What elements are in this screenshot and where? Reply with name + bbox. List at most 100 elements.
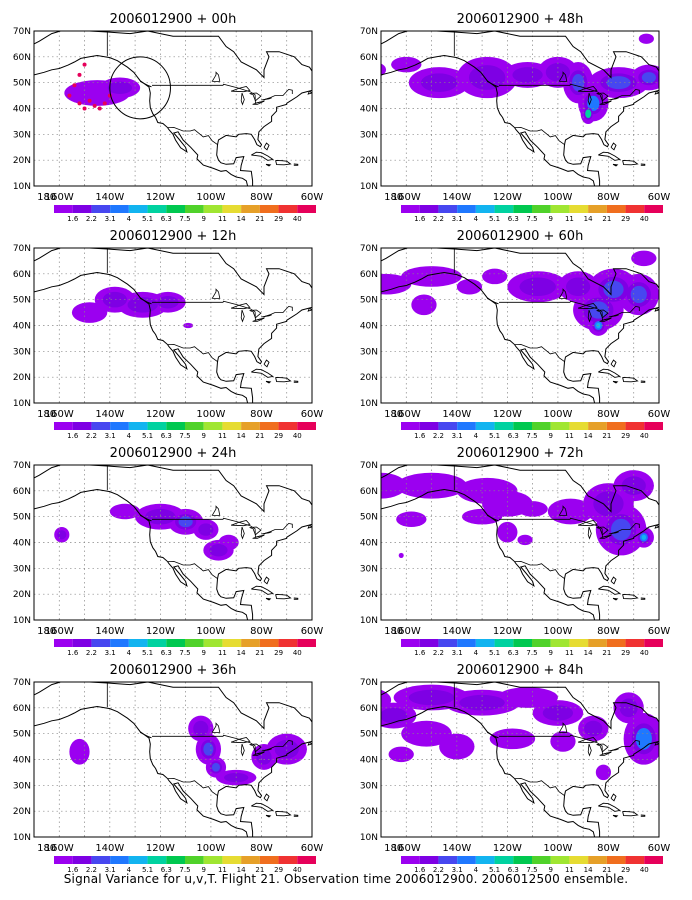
island-outline	[263, 142, 270, 151]
lon-tick-label: 100W	[196, 409, 225, 420]
colorbar-swatch	[110, 205, 129, 213]
colorbar-label: 4	[474, 649, 479, 657]
island-outline	[139, 297, 152, 305]
colorbar-label: 11	[218, 215, 227, 223]
variance-contour	[519, 277, 556, 297]
colorbar-swatch	[166, 639, 185, 647]
colorbar-label: 9	[548, 649, 552, 657]
colorbar-label: 9	[548, 215, 552, 223]
lat-tick-label: 70N	[13, 678, 31, 688]
colorbar-swatch	[625, 422, 645, 430]
colorbar-label: 29	[274, 432, 283, 440]
lon-tick-label: 140W	[95, 843, 124, 854]
lat-tick-label: 60N	[13, 487, 31, 497]
colorbar-label: 29	[621, 866, 630, 874]
island-outline	[612, 380, 619, 384]
target-circle	[109, 56, 171, 120]
colorbar-label: 3.1	[452, 866, 463, 874]
colorbar-swatch	[185, 639, 204, 647]
border-line	[152, 300, 293, 321]
colorbar-label: 9	[201, 215, 205, 223]
lon-tick-label: 80W	[597, 843, 620, 854]
lake-outline	[249, 92, 262, 102]
lat-tick-label: 10N	[360, 182, 378, 192]
island-outline	[251, 151, 274, 161]
colorbar-label: 5.1	[142, 866, 153, 874]
colorbar-swatch	[147, 639, 167, 647]
border-line	[167, 343, 219, 363]
lon-tick-label: 120W	[493, 192, 522, 203]
lon-tick-label: 80W	[597, 409, 620, 420]
island-outline	[654, 524, 659, 529]
variance-contour	[468, 65, 506, 90]
colorbar-swatch	[438, 639, 458, 647]
lon-tick-label: 100W	[543, 192, 572, 203]
lat-tick-label: 20N	[360, 590, 378, 600]
colorbar-label: 1.6	[67, 432, 79, 440]
colorbar-label: 5.1	[489, 215, 500, 223]
panel-frame	[380, 30, 660, 187]
colorbar-swatch	[569, 639, 589, 647]
lon-tick-label: 180	[384, 192, 403, 203]
colorbar-label: 5.1	[489, 432, 500, 440]
lat-tick-label: 60N	[360, 53, 378, 63]
lat-tick-label: 70N	[360, 244, 378, 254]
lat-tick-label: 20N	[360, 807, 378, 817]
colorbar-swatch	[532, 422, 551, 430]
colorbar-label: 40	[293, 432, 302, 440]
colorbar-swatch	[569, 205, 589, 213]
colorbar-swatch	[644, 205, 663, 213]
colorbar-swatch	[185, 856, 204, 864]
colorbar-label: 14	[237, 866, 246, 874]
lat-tick-label: 40N	[360, 105, 378, 115]
panel-title: 2006012900 + 72h	[457, 446, 584, 461]
map-panel-6: 2006012900 + 36h 70N 60N 50N 40N 30N 20N 10N 180…	[13, 663, 324, 874]
colorbar-label: 29	[274, 866, 283, 874]
lake-outline	[249, 743, 262, 753]
colorbar-swatch	[588, 422, 607, 430]
colorbar-swatch	[475, 856, 495, 864]
colorbar-label: 7.5	[179, 432, 190, 440]
lon-tick-label: 100W	[196, 192, 225, 203]
colorbar-label: 40	[640, 649, 649, 657]
colorbar-swatch	[259, 639, 279, 647]
colorbar-swatch	[644, 856, 663, 864]
lat-tick-label: 10N	[13, 399, 31, 409]
island-outline	[139, 514, 152, 522]
island-outline	[654, 741, 659, 746]
colorbar-swatch	[419, 205, 439, 213]
lon-tick-label: 160W	[45, 409, 74, 420]
lat-tick-label: 20N	[13, 807, 31, 817]
colorbar-label: 21	[255, 432, 264, 440]
panel-frame	[380, 247, 660, 404]
lake-outline	[230, 86, 251, 93]
colorbar-label: 21	[255, 215, 264, 223]
colorbar-label: 7.5	[526, 649, 537, 657]
variance-contour	[71, 302, 108, 323]
map-panel-3: 2006012900 + 60h 70N 60N 50N 40N 30N 20N 10N 180…	[360, 229, 671, 440]
variance-contour	[381, 63, 387, 76]
colorbar-swatch	[401, 639, 420, 647]
variance-contour	[459, 694, 505, 711]
colorbar-swatch	[438, 422, 458, 430]
colorbar-swatch	[494, 639, 514, 647]
lake-outline	[587, 526, 592, 540]
lat-tick-label: 40N	[13, 539, 31, 549]
lat-tick-label: 60N	[13, 270, 31, 280]
colorbar-swatch	[550, 856, 570, 864]
colorbar-label: 40	[640, 215, 649, 223]
colorbar-label: 29	[274, 649, 283, 657]
colorbar-label: 4	[127, 866, 132, 874]
lat-tick-label: 60N	[13, 704, 31, 714]
colorbar-label: 4	[127, 649, 132, 657]
lake-outline	[587, 92, 592, 106]
colorbar-swatch	[110, 856, 129, 864]
island-outline	[307, 741, 312, 746]
panel-title: 2006012900 + 84h	[457, 663, 584, 678]
island-outline	[251, 802, 274, 812]
colorbar-label: 40	[293, 866, 302, 874]
observation-dot	[92, 103, 97, 108]
coastline	[381, 682, 659, 837]
panel-title: 2006012900 + 24h	[110, 446, 237, 461]
